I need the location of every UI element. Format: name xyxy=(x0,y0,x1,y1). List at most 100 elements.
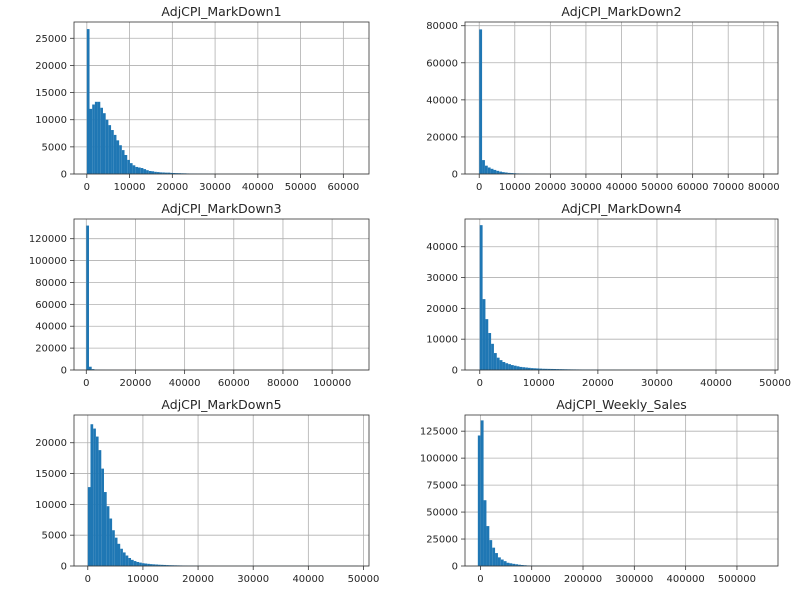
histogram-bar xyxy=(168,565,172,566)
x-tick-label: 100000 xyxy=(513,574,551,585)
plot-area xyxy=(465,415,778,566)
histogram-bar xyxy=(105,119,109,174)
histogram-bar xyxy=(509,563,513,566)
histogram-bar xyxy=(120,548,123,566)
histogram-bar xyxy=(556,369,560,370)
subplot-title: AdjCPI_MarkDown5 xyxy=(161,397,281,412)
axes-frame xyxy=(73,21,370,175)
histogram-bar xyxy=(505,363,509,370)
histogram-bar xyxy=(149,564,153,566)
histogram-bar xyxy=(173,173,176,174)
histogram-bar xyxy=(133,561,137,566)
y-tick-label: 15000 xyxy=(35,469,67,480)
y-tick-label: 80000 xyxy=(426,21,458,32)
histogram-bar xyxy=(86,225,89,370)
subplot-5: 0 10000 20000 30000 40000 50000 0 5000 10000 1500… xyxy=(35,397,379,585)
y-tick-label: 20000 xyxy=(35,344,67,355)
histogram-bar xyxy=(497,557,501,566)
x-tick-label: 50000 xyxy=(641,182,673,193)
x-tick-label: 40000 xyxy=(700,378,732,389)
histogram-bar xyxy=(506,562,510,566)
x-tick-label: 80000 xyxy=(267,378,299,389)
subplot-2: 0 10000 20000 30000 40000 50000 60000 70000 8000… xyxy=(426,4,779,193)
histogram-bar xyxy=(147,563,150,566)
histogram-bar xyxy=(158,564,161,566)
histogram-bar xyxy=(108,125,112,174)
histogram-bar xyxy=(109,518,113,566)
y-tick-label: 10000 xyxy=(35,115,67,126)
x-tick-label: 50000 xyxy=(759,378,791,389)
y-tick-label: 80000 xyxy=(35,278,67,289)
y-tick-label: 20000 xyxy=(35,438,67,449)
y-tick-label: 5000 xyxy=(42,531,67,542)
histogram-bar xyxy=(484,165,488,174)
histogram-bar xyxy=(155,564,159,566)
histogram-bar xyxy=(127,159,130,174)
histogram-bar xyxy=(132,165,136,174)
x-tick-label: 70000 xyxy=(712,182,744,193)
histogram-bar xyxy=(104,492,107,566)
subplot-1: 0 10000 20000 30000 40000 50000 60000 0 5000 1000… xyxy=(35,4,370,193)
histogram-bar xyxy=(512,563,516,566)
histogram-bars xyxy=(477,420,593,566)
histogram-bar xyxy=(94,101,98,174)
histogram-bar xyxy=(504,172,508,174)
y-tick-label: 120000 xyxy=(29,234,67,245)
histogram-bar xyxy=(539,368,543,370)
histogram-bar xyxy=(496,357,500,370)
histogram-bar xyxy=(544,368,548,370)
x-tick-label: 60000 xyxy=(327,182,359,193)
histogram-bar xyxy=(164,172,168,174)
histogram-bar xyxy=(503,561,507,566)
y-tick-label: 100000 xyxy=(420,454,458,465)
plot-area xyxy=(74,415,369,566)
histogram-bar xyxy=(491,343,494,370)
x-tick-label: 300000 xyxy=(615,574,653,585)
subplot-title: AdjCPI_Weekly_Sales xyxy=(556,397,687,412)
histogram-bar xyxy=(525,367,528,370)
histogram-bar xyxy=(175,173,179,174)
histogram-bar xyxy=(92,104,95,174)
histogram-bar xyxy=(154,171,157,174)
histogram-bar xyxy=(101,468,104,566)
histogram-bar xyxy=(162,172,165,174)
histogram-bar xyxy=(93,428,96,566)
x-tick-label: 20000 xyxy=(534,182,566,193)
histogram-bar xyxy=(518,564,521,566)
y-tick-label: 0 xyxy=(452,366,458,377)
histogram-bar xyxy=(490,168,494,174)
subplot-title: AdjCPI_MarkDown3 xyxy=(161,201,281,216)
y-tick-label: 20000 xyxy=(35,61,67,72)
y-tick-label: 25000 xyxy=(35,34,67,45)
histogram-bar xyxy=(501,172,505,174)
histogram-bar xyxy=(89,108,93,174)
x-tick-label: 40000 xyxy=(292,574,324,585)
histogram-bar xyxy=(112,530,115,566)
plot-area xyxy=(74,22,369,174)
x-tick-label: 80000 xyxy=(748,182,780,193)
histogram-bar xyxy=(493,169,497,174)
x-tick-label: 60000 xyxy=(218,378,250,389)
x-tick-label: 20000 xyxy=(156,182,188,193)
histogram-bar xyxy=(496,170,500,174)
histogram-bar xyxy=(500,559,504,566)
histogram-bar xyxy=(502,361,506,370)
axes-frame xyxy=(73,218,370,371)
y-tick-label: 40000 xyxy=(426,95,458,106)
histogram-bar xyxy=(163,564,167,566)
x-tick-label: 0 xyxy=(476,182,482,193)
histogram-bar xyxy=(519,366,523,370)
x-tick-label: 10000 xyxy=(523,378,555,389)
histogram-bar xyxy=(122,552,126,566)
x-tick-label: 60000 xyxy=(677,182,709,193)
x-tick-label: 20000 xyxy=(182,574,214,585)
histogram-bar xyxy=(547,368,551,370)
subplot-title: AdjCPI_MarkDown4 xyxy=(561,201,681,216)
histogram-bar xyxy=(98,450,102,566)
axes-frame xyxy=(464,218,779,371)
histogram-bar xyxy=(485,319,489,370)
histogram-bar xyxy=(510,173,514,174)
histogram-bar xyxy=(522,367,526,370)
histogram-bar xyxy=(166,565,169,566)
x-tick-label: 0 xyxy=(83,378,89,389)
